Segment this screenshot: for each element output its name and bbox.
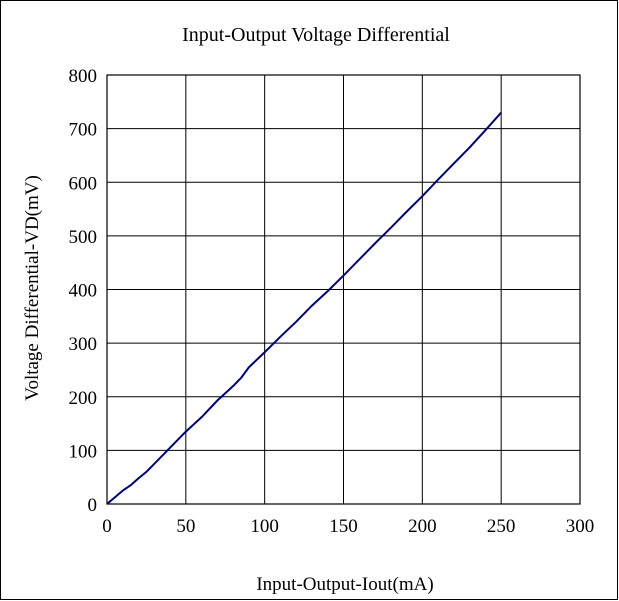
x-tick-label: 100 xyxy=(250,516,279,537)
series-line xyxy=(106,111,502,505)
chart-title: Input-Output Voltage Differential xyxy=(182,24,450,46)
x-tick-label: 50 xyxy=(176,516,195,537)
x-tick-label: 0 xyxy=(102,516,112,537)
series-layer xyxy=(106,111,502,505)
x-tick-label: 150 xyxy=(329,516,358,537)
y-axis-label: Voltage Differential-VD(mV) xyxy=(22,175,43,401)
y-tick-label: 400 xyxy=(69,281,98,302)
x-tick-label: 300 xyxy=(566,516,595,537)
y-tick-label: 0 xyxy=(88,495,98,516)
x-axis-label: Input-Output-Iout(mA) xyxy=(256,574,433,595)
y-tick-label: 100 xyxy=(69,441,98,462)
x-tick-label: 250 xyxy=(487,516,516,537)
x-tick-label: 200 xyxy=(408,516,437,537)
y-tick-label: 300 xyxy=(69,334,98,355)
plot-frame xyxy=(106,74,581,505)
y-tick-label: 200 xyxy=(69,388,98,409)
y-tick-label: 700 xyxy=(69,120,98,141)
y-tick-label: 600 xyxy=(69,173,98,194)
tick-layer: 0 50 100 150 200 250 300 0 100 200 300 400 500 600 700… xyxy=(69,66,595,537)
y-tick-label: 800 xyxy=(69,66,98,87)
grid-layer xyxy=(106,74,581,505)
y-tick-label: 500 xyxy=(69,227,98,248)
